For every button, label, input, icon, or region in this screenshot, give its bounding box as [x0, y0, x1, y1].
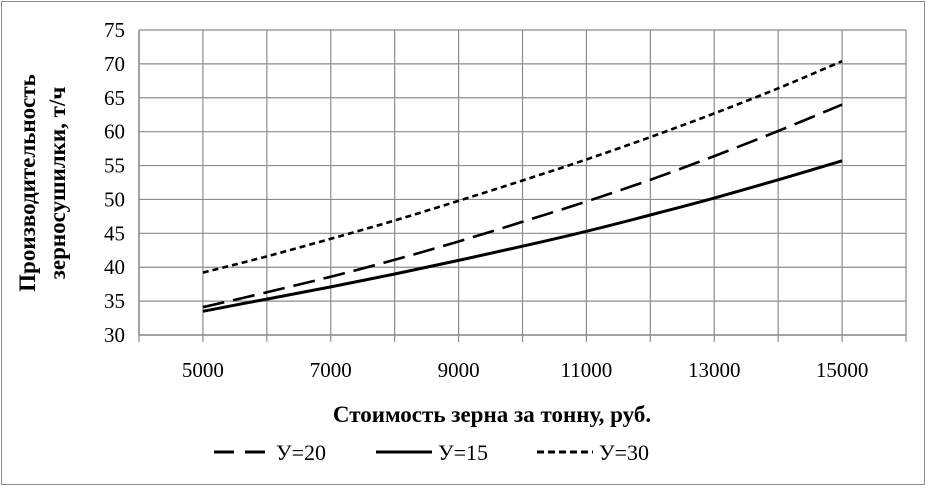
- y-tick-label: 30: [104, 323, 125, 347]
- y-tick-label: 35: [104, 289, 125, 313]
- y-tick-label: 70: [104, 52, 125, 76]
- y-tick-label: 60: [104, 120, 125, 144]
- y-axis-title-line2: зерносушилки, т/ч: [45, 87, 70, 280]
- y-tick-label: 55: [104, 154, 125, 178]
- x-tick-label: 9000: [438, 358, 480, 382]
- y-tick-label: 50: [104, 187, 125, 211]
- x-tick-label: 15000: [816, 358, 869, 382]
- series-line-long-dash: [202, 103, 843, 309]
- legend-label: У=30: [599, 440, 649, 465]
- y-tick-label: 65: [104, 86, 125, 110]
- x-tick-label: 11000: [561, 358, 613, 382]
- grid: [138, 29, 907, 336]
- x-tick-label: 5000: [182, 358, 224, 382]
- series-lines: [202, 60, 843, 313]
- legend: У=20 У=15 У=30: [214, 440, 649, 465]
- legend-label: У=20: [276, 440, 326, 465]
- x-tick-label: 7000: [310, 358, 352, 382]
- y-tick-label: 45: [104, 221, 125, 245]
- x-axis-title: Стоимость зерна за тонну, руб.: [333, 402, 651, 427]
- y-axis-title: Производительность зерносушилки, т/ч: [15, 74, 70, 292]
- y-tick-labels: 30 35 40 45 50 55 60 65 70 75: [104, 18, 125, 347]
- y-axis-title-line1: Производительность: [15, 74, 40, 292]
- series-line-solid: [202, 159, 843, 313]
- series-line-short-dash: [202, 60, 843, 274]
- x-tick-label: 13000: [688, 358, 741, 382]
- legend-label: У=15: [438, 440, 488, 465]
- y-tick-label: 40: [104, 255, 125, 279]
- x-tick-labels: 5000 7000 9000 11000 13000 15000: [182, 358, 868, 382]
- y-tick-label: 75: [104, 18, 125, 42]
- axes: [138, 30, 907, 342]
